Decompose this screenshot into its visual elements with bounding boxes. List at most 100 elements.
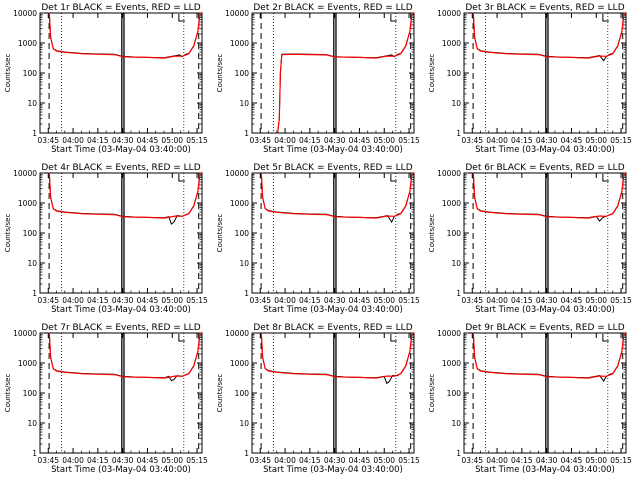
panel-title: Det 3r BLACK = Events, RED = LLD bbox=[465, 3, 624, 13]
series-line-lld bbox=[472, 172, 625, 219]
x-axis-label: Start Time (03-May-04 03:40:00) bbox=[51, 305, 191, 315]
bracket-marker bbox=[178, 14, 185, 22]
x-tick-label: 04:45 bbox=[561, 136, 583, 145]
series-line-lld bbox=[260, 172, 413, 219]
x-tick-label: 04:45 bbox=[137, 136, 159, 145]
x-tick-label: 04:15 bbox=[511, 296, 533, 305]
y-tick-label: 1 bbox=[244, 289, 249, 298]
series-line-lld bbox=[48, 332, 201, 379]
x-tick-label: 04:00 bbox=[274, 456, 296, 465]
series-line-lld bbox=[48, 172, 201, 219]
x-tick-label: 04:15 bbox=[511, 136, 533, 145]
y-tick-label: 10 bbox=[27, 99, 37, 108]
x-tick-label: 05:00 bbox=[585, 456, 607, 465]
series-line-lld bbox=[472, 332, 625, 379]
y-tick-label: 1000 bbox=[230, 39, 249, 48]
y-tick-label: 10 bbox=[27, 259, 37, 268]
panel-title: Det 4r BLACK = Events, RED = LLD bbox=[41, 163, 200, 173]
x-tick-label: 04:30 bbox=[536, 136, 558, 145]
y-tick-label: 1000 bbox=[442, 199, 461, 208]
x-tick-label: 05:15 bbox=[610, 296, 632, 305]
y-tick-label: 10 bbox=[239, 259, 249, 268]
x-tick-label: 04:30 bbox=[536, 456, 558, 465]
y-tick-label: 1000 bbox=[230, 199, 249, 208]
x-tick-label: 05:00 bbox=[373, 456, 395, 465]
x-tick-label: 04:15 bbox=[299, 296, 321, 305]
bracket-marker bbox=[602, 14, 609, 22]
x-tick-label: 05:00 bbox=[373, 296, 395, 305]
y-tick-label: 1000 bbox=[18, 39, 37, 48]
x-tick-label: 04:45 bbox=[561, 296, 583, 305]
panel-det-4: Det 4r BLACK = Events, RED = LLD 1 10 100 10… bbox=[4, 163, 208, 315]
y-tick-label: 10000 bbox=[437, 9, 461, 18]
y-tick-label: 10000 bbox=[437, 329, 461, 338]
y-tick-label: 1000 bbox=[442, 39, 461, 48]
x-tick-label: 04:00 bbox=[486, 296, 508, 305]
y-tick-label: 10 bbox=[239, 419, 249, 428]
y-tick-label: 100 bbox=[447, 389, 462, 398]
y-tick-label: 10 bbox=[451, 259, 461, 268]
x-axis-label: Start Time (03-May-04 03:40:00) bbox=[475, 465, 615, 475]
x-tick-label: 04:30 bbox=[324, 136, 346, 145]
y-tick-label: 10000 bbox=[13, 329, 37, 338]
y-tick-label: 100 bbox=[447, 229, 462, 238]
x-tick-label: 04:45 bbox=[349, 296, 371, 305]
y-tick-label: 1 bbox=[456, 289, 461, 298]
panel-det-7: Det 7r BLACK = Events, RED = LLD 1 10 100 10… bbox=[4, 323, 208, 475]
x-tick-label: 05:00 bbox=[161, 136, 183, 145]
panel-det-1: Det 1r BLACK = Events, RED = LLD 1 10 100 10… bbox=[4, 3, 208, 155]
y-axis-label: Counts/sec bbox=[216, 374, 224, 413]
x-tick-label: 03:45 bbox=[249, 296, 271, 305]
x-axis-label: Start Time (03-May-04 03:40:00) bbox=[475, 145, 615, 155]
y-tick-label: 10 bbox=[451, 419, 461, 428]
x-tick-label: 04:15 bbox=[299, 456, 321, 465]
x-tick-label: 04:15 bbox=[87, 136, 109, 145]
panel-title: Det 2r BLACK = Events, RED = LLD bbox=[253, 3, 412, 13]
bracket-marker bbox=[390, 334, 397, 342]
x-axis-label: Start Time (03-May-04 03:40:00) bbox=[475, 305, 615, 315]
y-tick-label: 100 bbox=[447, 69, 462, 78]
x-tick-label: 03:45 bbox=[461, 136, 483, 145]
x-tick-label: 05:15 bbox=[398, 136, 420, 145]
y-tick-label: 1 bbox=[32, 129, 37, 138]
x-tick-label: 04:00 bbox=[486, 136, 508, 145]
y-axis-label: Counts/sec bbox=[428, 54, 436, 93]
y-tick-label: 100 bbox=[235, 389, 250, 398]
x-tick-label: 04:15 bbox=[87, 296, 109, 305]
x-tick-label: 03:45 bbox=[249, 136, 271, 145]
x-tick-label: 03:45 bbox=[37, 296, 59, 305]
series-line-lld bbox=[472, 12, 625, 59]
y-tick-label: 10000 bbox=[225, 9, 249, 18]
x-tick-label: 05:15 bbox=[186, 296, 208, 305]
y-tick-label: 1000 bbox=[442, 359, 461, 368]
panel-grid: Det 1r BLACK = Events, RED = LLD11010010… bbox=[4, 3, 632, 475]
x-axis-label: Start Time (03-May-04 03:40:00) bbox=[263, 145, 403, 155]
x-tick-label: 05:00 bbox=[161, 456, 183, 465]
x-tick-label: 05:00 bbox=[373, 136, 395, 145]
x-tick-label: 05:00 bbox=[161, 296, 183, 305]
x-tick-label: 05:15 bbox=[610, 136, 632, 145]
y-tick-label: 1 bbox=[244, 449, 249, 458]
bracket-marker bbox=[178, 174, 185, 182]
y-axis-label: Counts/sec bbox=[4, 374, 12, 413]
panel-det-9: Det 9r BLACK = Events, RED = LLD 1 10 100 10… bbox=[428, 323, 632, 475]
y-tick-label: 1 bbox=[32, 289, 37, 298]
y-axis-label: Counts/sec bbox=[4, 214, 12, 253]
y-axis-label: Counts/sec bbox=[428, 214, 436, 253]
x-tick-label: 04:00 bbox=[486, 456, 508, 465]
x-tick-label: 04:00 bbox=[274, 296, 296, 305]
x-tick-label: 05:00 bbox=[585, 296, 607, 305]
y-axis-label: Counts/sec bbox=[216, 54, 224, 93]
x-tick-label: 04:45 bbox=[561, 456, 583, 465]
y-tick-label: 1 bbox=[456, 449, 461, 458]
bracket-marker bbox=[390, 14, 397, 22]
y-axis-label: Counts/sec bbox=[216, 214, 224, 253]
x-tick-label: 04:00 bbox=[62, 456, 84, 465]
panel-title: Det 8r BLACK = Events, RED = LLD bbox=[253, 323, 412, 333]
panel-det-3: Det 3r BLACK = Events, RED = LLD 1 10 100 10… bbox=[428, 3, 632, 155]
panel-det-2: Det 2r BLACK = Events, RED = LLD 1 10 100 10… bbox=[216, 3, 420, 155]
x-tick-label: 04:30 bbox=[112, 456, 134, 465]
bracket-marker bbox=[602, 334, 609, 342]
